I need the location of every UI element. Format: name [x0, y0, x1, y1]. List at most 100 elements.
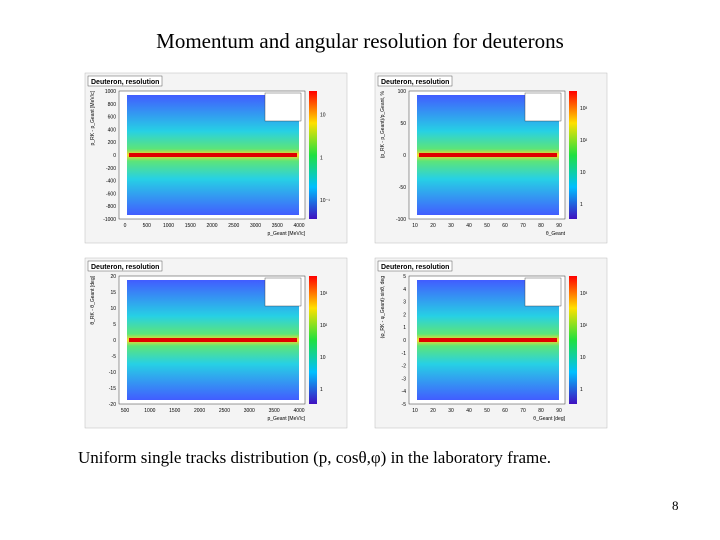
x-tick-label: 40 [466, 223, 472, 229]
color-palette [569, 91, 577, 219]
title-box [377, 260, 453, 272]
y-tick-label: 100 [398, 89, 407, 95]
palette-label: 1 [320, 155, 323, 161]
y-tick-label: -4 [402, 389, 407, 395]
y-tick-label: -10 [109, 370, 116, 376]
x-tick-label: 80 [538, 223, 544, 229]
y-tick-label: -200 [106, 166, 116, 172]
y-axis-label: (φ_RK - φ_Geant)·sinθ, deg [380, 276, 386, 339]
x-tick-label: 2500 [228, 223, 239, 229]
panel-title: Deuteron, resolution [91, 79, 159, 86]
x-tick-label: 20 [430, 408, 436, 414]
color-palette [569, 276, 577, 404]
histogram-panel: Deuteron, resolution10³10²101543210-1-2-… [374, 257, 608, 429]
palette-label: 10³ [580, 106, 588, 112]
palette-label: 1 [320, 387, 323, 393]
palette-label: 10³ [580, 291, 588, 297]
histogram-panel: Deuteron, resolution 10³ 10² 10 1 20 15 10 5 0 -5 -… [84, 257, 348, 429]
stats-box [264, 277, 302, 307]
x-tick-label: 500 [121, 408, 130, 414]
y-tick-label: 3 [403, 300, 406, 306]
y-tick-label: 400 [108, 127, 117, 133]
y-tick-label: -20 [109, 402, 116, 408]
x-tick-label: 2000 [206, 223, 217, 229]
y-tick-label: 10 [110, 306, 116, 312]
y-tick-label: 200 [108, 140, 117, 146]
panel-title: Deuteron, resolution [381, 264, 449, 271]
caption: Uniform single tracks distribution (p, c… [78, 448, 551, 467]
y-tick-label: 5 [113, 322, 116, 328]
y-tick-label: -1 [402, 351, 407, 357]
x-tick-label: 70 [520, 408, 526, 414]
x-axis-label: θ_Geant [deg] [533, 416, 565, 422]
x-tick-label: 60 [502, 408, 508, 414]
page-number: 8 [672, 498, 679, 513]
y-tick-label: 600 [108, 115, 117, 121]
palette-label: 10³ [320, 291, 328, 297]
y-tick-label: 2 [403, 312, 406, 318]
palette-label: 10 [580, 355, 586, 361]
palette-label: 10² [580, 138, 588, 144]
y-axis-label: θ_RK - θ_Geant [deg] [90, 275, 96, 324]
x-tick-label: 1000 [144, 408, 155, 414]
x-tick-label: 1000 [163, 223, 174, 229]
x-tick-label: 1500 [185, 223, 196, 229]
y-tick-label: -2 [402, 364, 407, 370]
palette-label: 10² [320, 323, 328, 329]
palette-label: 10⁻¹ [320, 198, 330, 204]
color-palette [309, 276, 317, 404]
x-tick-label: 4000 [293, 408, 304, 414]
x-tick-label: 0 [124, 223, 127, 229]
y-tick-label: -5 [402, 402, 407, 408]
x-tick-label: 2000 [194, 408, 205, 414]
y-tick-label: -5 [112, 354, 117, 360]
y-tick-label: 50 [400, 121, 406, 127]
color-palette [309, 91, 317, 219]
y-axis-label: (p_RK - p_Geant)/p_Geant, % [380, 90, 386, 158]
panel-title: Deuteron, resolution [381, 79, 449, 86]
y-tick-label: 1000 [105, 89, 116, 95]
core-band [129, 338, 297, 342]
y-tick-label: 15 [110, 290, 116, 296]
palette-label: 10 [320, 113, 326, 119]
y-tick-label: -400 [106, 179, 116, 185]
x-tick-label: 50 [484, 408, 490, 414]
stats-box [524, 277, 562, 307]
x-tick-label: 90 [556, 223, 562, 229]
core-band [129, 153, 297, 157]
slide-title: Momentum and angular resolution for deut… [156, 29, 564, 53]
x-tick-label: 500 [143, 223, 152, 229]
stats-box [264, 92, 302, 122]
y-tick-label: 0 [113, 338, 116, 344]
x-tick-label: 20 [430, 223, 436, 229]
core-band [419, 153, 557, 157]
x-tick-label: 30 [448, 223, 454, 229]
x-tick-label: 10 [412, 223, 418, 229]
histogram-panel: Deuteron, resolution 10³ 10² 10 1 100 50 0 -50 -1… [374, 72, 608, 244]
x-axis-label: p_Geant [MeV/c] [267, 416, 305, 422]
x-axis-label: p_Geant [MeV/c] [267, 231, 305, 237]
x-tick-label: 3500 [269, 408, 280, 414]
y-tick-label: 0 [403, 338, 406, 344]
y-tick-label: -50 [399, 185, 406, 191]
x-tick-label: 3000 [244, 408, 255, 414]
x-tick-label: 10 [412, 408, 418, 414]
y-tick-label: -1000 [103, 217, 116, 223]
y-tick-label: -15 [109, 386, 116, 392]
y-tick-label: 1 [403, 325, 406, 331]
palette-label: 10 [320, 355, 326, 361]
title-box [377, 75, 453, 87]
panel-title: Deuteron, resolution [91, 264, 159, 271]
y-tick-label: -100 [396, 217, 406, 223]
stats-box [524, 92, 562, 122]
y-tick-label: -800 [106, 204, 116, 210]
x-tick-label: 50 [484, 223, 490, 229]
y-tick-label: 20 [110, 274, 116, 280]
x-tick-label: 80 [538, 408, 544, 414]
y-tick-label: 4 [403, 287, 406, 293]
palette-label: 10 [580, 170, 586, 176]
x-tick-label: 3000 [250, 223, 261, 229]
palette-label: 10² [580, 323, 588, 329]
x-tick-label: 60 [502, 223, 508, 229]
